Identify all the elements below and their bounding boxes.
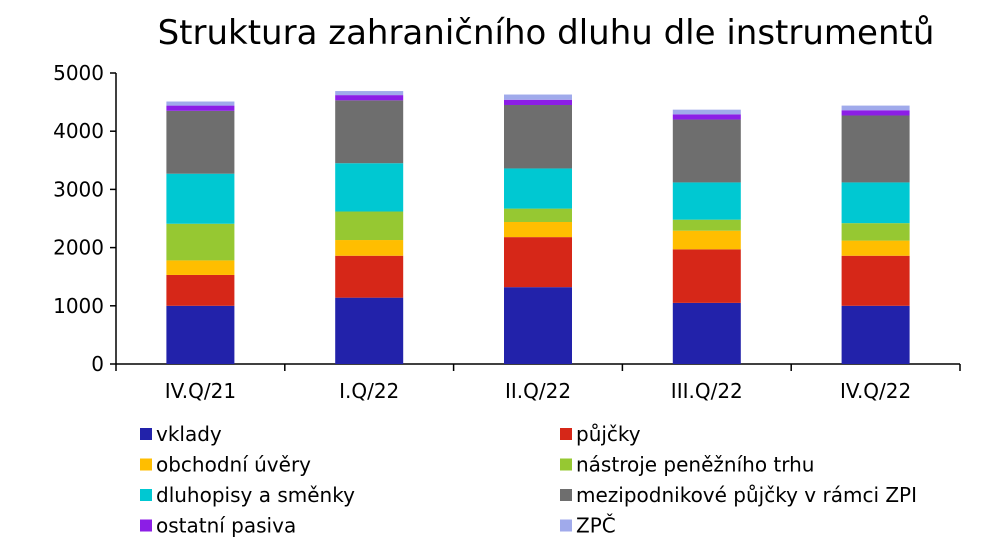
legend-swatch [560, 519, 572, 532]
bar-segment [166, 110, 235, 174]
bar-segment [672, 219, 741, 231]
legend-label: půjčky [576, 422, 641, 446]
bar-segment [504, 287, 572, 364]
legend-label: vklady [156, 422, 222, 446]
x-tick-label: III.Q/22 [671, 379, 743, 403]
legend-label: dluhopisy a směnky [156, 483, 355, 507]
bar-segment [504, 94, 572, 100]
bar-segment [841, 305, 910, 364]
bar-segment [335, 211, 404, 241]
bar-segment [672, 119, 741, 183]
legend-swatch [560, 428, 572, 440]
chart-title: Struktura zahraničního dluhu dle instrum… [158, 13, 935, 53]
bar-segment [504, 237, 572, 288]
legend: vklady půjčky obchodní úvěry nástroje peněž… [140, 422, 917, 538]
bar-segment [335, 297, 404, 364]
bar-segment [335, 240, 404, 256]
y-tick-label: 5000 [53, 61, 104, 85]
bar-segment [166, 260, 235, 275]
legend-label: ostatní pasiva [156, 514, 296, 538]
bar-segment [504, 168, 572, 209]
bar-segment [335, 95, 404, 101]
legend-label: mezipodnikové půjčky v rámci ZPI [576, 483, 917, 507]
bar-segment [841, 182, 910, 224]
legend-label: obchodní úvěry [156, 453, 311, 477]
legend-label: nástroje peněžního trhu [576, 453, 814, 477]
bar-segment [672, 302, 741, 364]
bar-segment [672, 230, 741, 250]
bar-segment [672, 182, 741, 220]
bar-segment [672, 114, 741, 120]
bar-segment [166, 305, 235, 364]
legend-swatch [140, 458, 152, 471]
bar-segment [335, 91, 404, 96]
bar-segment [504, 221, 572, 238]
legend-swatch [140, 489, 152, 501]
bar-segment [841, 115, 910, 183]
y-tick-label: 2000 [53, 236, 104, 260]
bar-segment [166, 223, 235, 261]
bar-segment [166, 101, 235, 106]
y-tick-label: 3000 [53, 177, 104, 201]
bar-segment [504, 208, 572, 222]
bar-segment [841, 110, 910, 116]
y-tick-label: 0 [91, 352, 104, 376]
bar-segment [841, 240, 910, 256]
legend-swatch [140, 519, 152, 532]
legend-swatch [140, 428, 152, 440]
bar-segment [841, 105, 910, 111]
x-tick-label: IV.Q/22 [840, 379, 911, 403]
bar-segment [672, 109, 741, 115]
bar-segment [841, 255, 910, 306]
bar-segment [166, 105, 235, 111]
legend-swatch [560, 489, 572, 501]
x-tick-label: IV.Q/21 [165, 379, 236, 403]
plot-area: 0 1000 2000 3000 4000 5000 IV.Q/21 I.Q/22 II.Q/2… [53, 61, 961, 403]
y-tick-label: 1000 [53, 294, 104, 318]
bar-segment [841, 223, 910, 241]
x-tick-label: II.Q/22 [505, 379, 571, 403]
bar-segment [335, 163, 404, 212]
bar-segment [166, 274, 235, 306]
bar-segment [335, 255, 404, 298]
bar-segment [166, 173, 235, 224]
bar-segment [335, 100, 404, 164]
legend-label: ZPČ [576, 514, 616, 538]
legend-swatch [560, 458, 572, 471]
y-tick-label: 4000 [53, 119, 104, 143]
bar-segment [504, 105, 572, 169]
x-tick-label: I.Q/22 [339, 379, 399, 403]
bar-segment [504, 99, 572, 106]
bar-segment [672, 249, 741, 303]
